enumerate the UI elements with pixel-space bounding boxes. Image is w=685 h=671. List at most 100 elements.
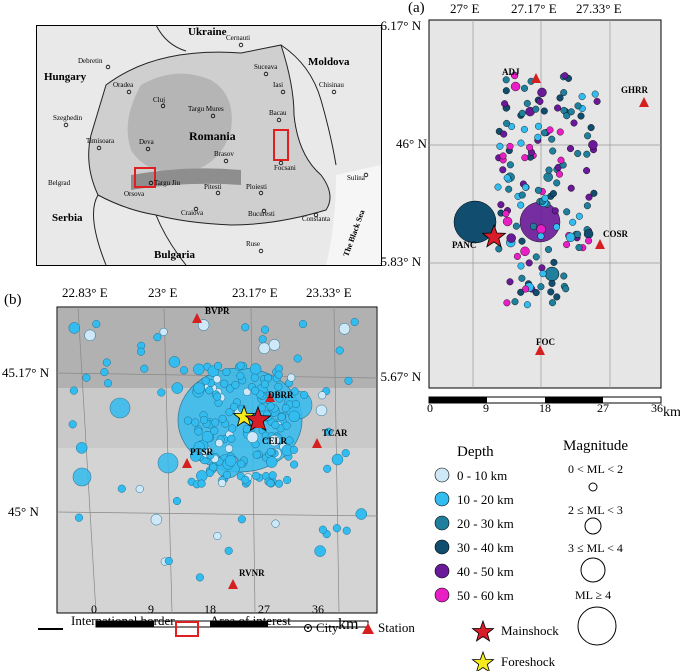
- event-marker: [499, 152, 507, 160]
- event-marker: [135, 484, 144, 494]
- event-marker: [117, 484, 126, 493]
- scale-label: 9: [483, 401, 489, 415]
- station-label: RVNR: [239, 568, 265, 578]
- event-marker: [518, 191, 526, 199]
- city-label: Belgrad: [48, 179, 71, 187]
- carpathian-relief: [127, 73, 232, 174]
- event-marker: [227, 434, 236, 443]
- serbia-border: [93, 194, 107, 266]
- event-marker: [314, 545, 326, 557]
- lon-tick: 23° E: [148, 285, 177, 300]
- lat-tick: 46.17° N: [380, 18, 422, 33]
- event-marker: [260, 380, 269, 389]
- event-marker: [281, 404, 290, 413]
- event-marker: [511, 298, 519, 306]
- event-marker: [526, 143, 534, 151]
- event-marker: [271, 519, 280, 528]
- event-marker: [513, 252, 521, 260]
- event-marker: [236, 371, 245, 380]
- event-marker: [72, 467, 92, 487]
- magnitude-label: 0 < ML < 2: [568, 462, 623, 476]
- event-marker: [532, 253, 540, 261]
- event-marker: [577, 112, 585, 120]
- event-marker: [231, 380, 240, 389]
- event-marker: [164, 556, 173, 566]
- bottom-legend: International border Area of interest Ci…: [38, 613, 415, 637]
- event-marker: [252, 471, 261, 480]
- event-marker: [140, 364, 149, 373]
- event-marker: [593, 97, 601, 105]
- event-marker: [502, 87, 510, 95]
- event-marker: [521, 154, 529, 162]
- station-marker: [192, 313, 202, 323]
- event-marker: [205, 386, 214, 395]
- depth-items: 0 - 10 km 10 - 20 km 20 - 30 km 30 - 40 km 4…: [434, 467, 514, 603]
- event-marker: [561, 72, 569, 80]
- event-marker: [335, 346, 344, 355]
- event-marker: [563, 112, 571, 120]
- bulgaria-border: [155, 214, 187, 266]
- depth-label: 10 - 20 km: [457, 492, 514, 507]
- event-marker: [282, 421, 291, 430]
- event-marker: [502, 210, 510, 218]
- event-marker: [193, 363, 205, 376]
- event-marker: [587, 124, 595, 132]
- event-marker: [268, 434, 281, 447]
- station-label: PTSR: [190, 447, 214, 457]
- border-label: International border: [71, 613, 175, 628]
- event-marker: [536, 97, 544, 105]
- event-marker: [193, 382, 205, 394]
- event-marker: [560, 89, 568, 97]
- mainshock-label: Mainshock: [501, 623, 559, 638]
- event-marker: [523, 99, 531, 107]
- depth-swatch: [434, 467, 450, 483]
- event-marker: [553, 223, 561, 231]
- event-marker: [557, 156, 565, 164]
- magnitude-title: Magnitude: [563, 438, 628, 454]
- event-marker: [277, 412, 286, 421]
- event-marker: [331, 453, 344, 466]
- scale-label: 0: [427, 401, 433, 415]
- event-marker: [591, 90, 599, 98]
- event-marker: [266, 447, 275, 456]
- event-marker: [197, 479, 206, 488]
- ukraine-border: [155, 25, 187, 52]
- event-marker: [540, 129, 548, 137]
- event-marker: [548, 299, 556, 307]
- event-marker: [222, 367, 231, 377]
- event-marker: [195, 573, 204, 582]
- city-label: Craiova: [181, 209, 204, 217]
- event-marker: [323, 464, 332, 473]
- event-marker: [567, 184, 575, 192]
- event-marker: [274, 382, 283, 391]
- depth-label: 0 - 10 km: [457, 468, 507, 483]
- event-marker: [268, 471, 277, 480]
- depth-label: 20 - 30 km: [457, 516, 514, 531]
- event-marker: [224, 455, 237, 467]
- event-marker: [332, 524, 341, 533]
- event-marker: [522, 183, 530, 191]
- event-marker: [224, 546, 233, 555]
- mainshock-star: [471, 619, 495, 642]
- event-marker: [534, 133, 542, 141]
- lon-tick: 23.17° E: [232, 285, 278, 300]
- event-marker: [548, 135, 556, 143]
- event-marker: [522, 285, 530, 293]
- event-marker: [537, 87, 547, 98]
- event-marker: [494, 183, 502, 191]
- moldova-border: [280, 44, 337, 166]
- lon-tick: 27° E: [450, 1, 479, 16]
- event-marker: [544, 245, 552, 253]
- area-of-interest-b: [134, 167, 156, 188]
- city-label: Targu Jiu: [154, 179, 181, 187]
- foreshock-label: Foreshock: [501, 654, 556, 669]
- event-marker: [546, 126, 554, 134]
- event-marker: [82, 373, 91, 382]
- event-marker: [242, 424, 251, 433]
- event-marker: [517, 288, 525, 296]
- lon-tick: 22.83° E: [62, 285, 108, 300]
- event-marker: [183, 416, 193, 425]
- lat-tick: 45.83° N: [380, 254, 422, 269]
- event-marker: [84, 329, 96, 342]
- event-marker: [583, 150, 591, 158]
